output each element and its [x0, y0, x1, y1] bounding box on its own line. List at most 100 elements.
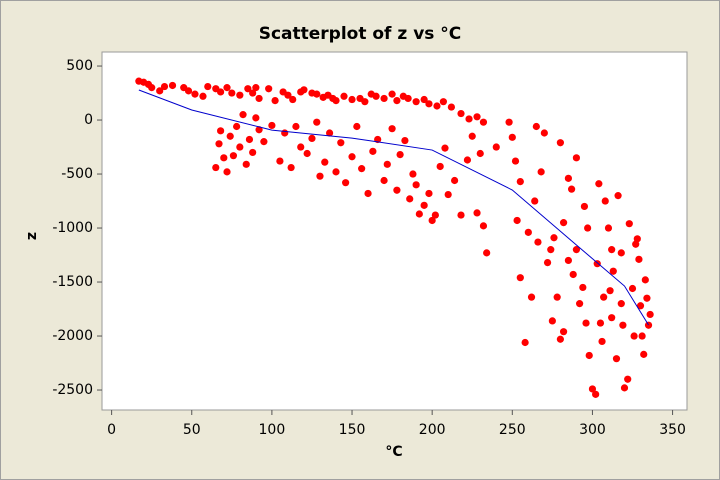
point	[281, 129, 289, 137]
point	[447, 103, 455, 111]
point	[624, 375, 632, 383]
point	[463, 156, 472, 164]
point	[284, 91, 292, 99]
point	[276, 157, 284, 165]
point	[606, 287, 614, 295]
point	[420, 95, 428, 104]
point	[239, 111, 247, 119]
point	[409, 170, 417, 178]
point	[428, 216, 436, 225]
point	[325, 129, 334, 137]
point	[156, 87, 164, 95]
point	[576, 300, 584, 308]
x-tick-label: 50	[183, 422, 201, 438]
point	[600, 293, 608, 301]
point	[604, 224, 613, 232]
point	[617, 300, 625, 308]
point	[516, 274, 524, 282]
chart-title: Scatterplot of z vs °C	[259, 24, 462, 44]
point	[636, 302, 645, 310]
point	[412, 181, 420, 189]
point	[337, 139, 345, 147]
point	[531, 197, 539, 205]
point	[160, 82, 169, 91]
point	[641, 276, 649, 284]
point	[220, 154, 228, 162]
point	[572, 154, 581, 162]
point	[297, 143, 305, 151]
point	[369, 147, 377, 155]
point	[393, 186, 401, 194]
point	[340, 92, 348, 100]
point	[608, 314, 616, 322]
point	[217, 88, 225, 96]
point	[412, 98, 420, 106]
fit-line	[138, 89, 649, 326]
point	[396, 150, 404, 159]
point	[168, 81, 177, 90]
point	[380, 176, 388, 185]
point	[425, 189, 433, 198]
point	[508, 133, 516, 141]
point	[212, 163, 220, 172]
point	[457, 211, 465, 219]
y-tick-label: -1500	[52, 274, 93, 290]
point	[300, 86, 308, 94]
point	[289, 95, 297, 104]
point	[635, 255, 643, 263]
point	[236, 143, 244, 151]
point	[204, 82, 212, 91]
point	[342, 179, 350, 187]
point	[436, 162, 444, 171]
point	[191, 90, 199, 98]
point	[252, 114, 260, 122]
point	[404, 94, 412, 103]
point	[148, 84, 156, 92]
x-tick-label: 150	[339, 422, 366, 438]
point	[614, 192, 622, 200]
point	[532, 122, 540, 131]
point	[242, 160, 250, 168]
point	[348, 153, 356, 161]
point	[229, 152, 238, 160]
point	[425, 100, 433, 108]
point	[245, 135, 254, 144]
point	[348, 95, 356, 104]
point	[548, 317, 556, 325]
y-tick-label: 0	[84, 112, 93, 128]
point	[483, 249, 491, 257]
point	[184, 87, 193, 95]
point	[547, 246, 555, 254]
point	[223, 168, 231, 176]
point	[479, 222, 488, 230]
x-tick-label: 0	[107, 422, 116, 438]
point	[361, 98, 369, 106]
point	[441, 144, 449, 152]
point	[559, 219, 568, 227]
point	[372, 92, 380, 100]
point	[646, 310, 654, 319]
point	[579, 283, 587, 292]
point	[406, 195, 414, 203]
point	[620, 384, 629, 392]
point	[479, 118, 488, 126]
point	[564, 256, 572, 265]
point	[468, 132, 476, 140]
point	[249, 148, 257, 157]
y-tick-label: -1000	[52, 220, 93, 236]
x-tick-label: 350	[659, 422, 686, 438]
point	[287, 163, 295, 172]
plot-area	[101, 51, 688, 411]
point	[420, 201, 428, 209]
point	[260, 138, 268, 146]
point	[268, 121, 276, 130]
point	[537, 168, 545, 176]
point	[332, 168, 340, 176]
point	[215, 140, 223, 148]
point	[473, 113, 481, 121]
point	[492, 143, 500, 151]
point	[265, 85, 273, 93]
point	[609, 267, 617, 275]
point	[612, 355, 621, 363]
